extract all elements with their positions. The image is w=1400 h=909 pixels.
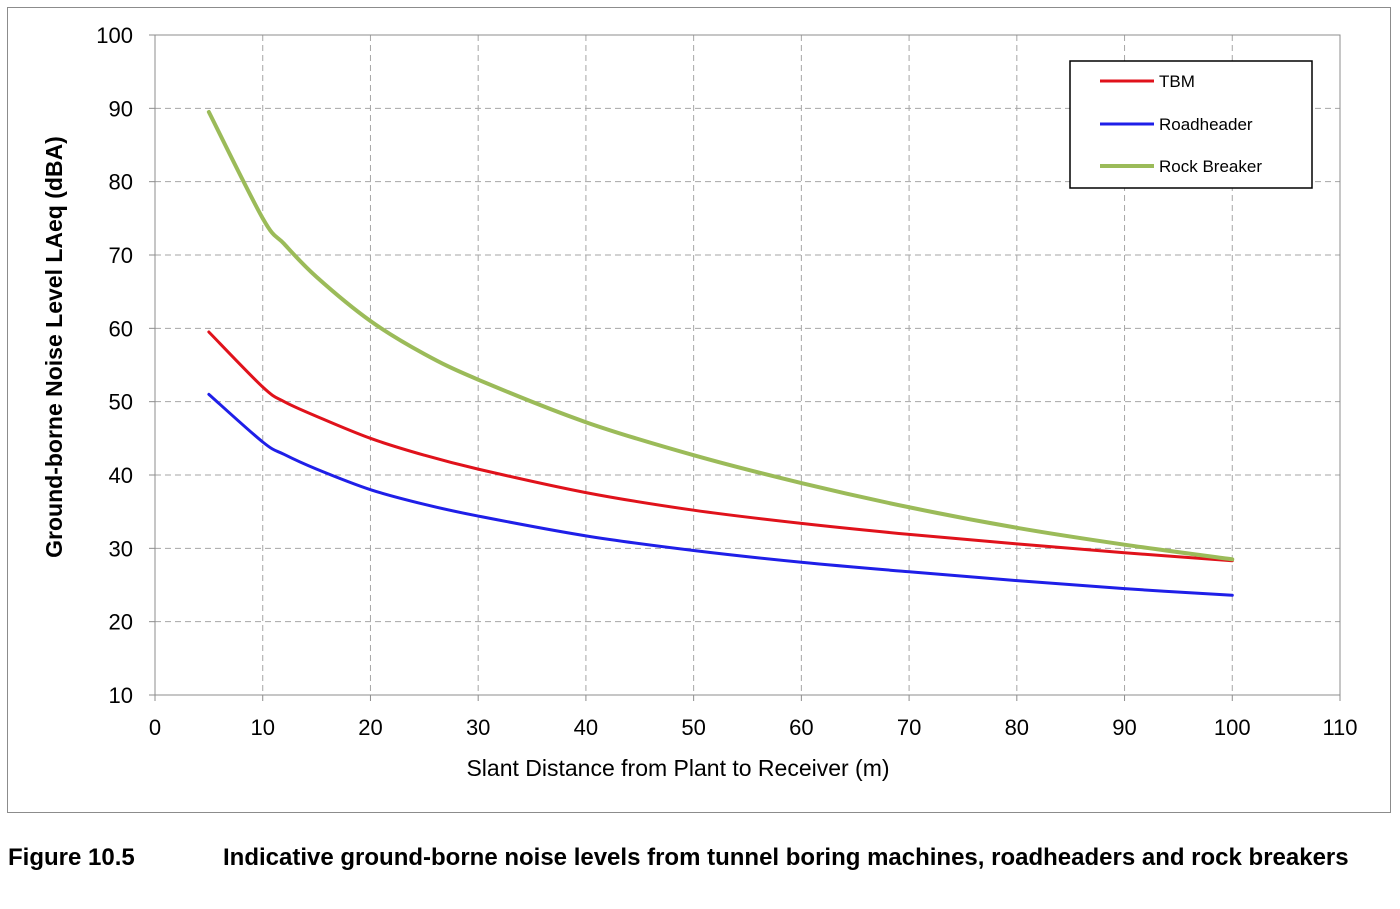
line-chart: 0 10 20 30 40 50 60 70 80 90 100 110 10 20 30 40 50 60 70 8… bbox=[41, 23, 1358, 781]
y-tick-label: 50 bbox=[109, 390, 133, 415]
axes: 0 10 20 30 40 50 60 70 80 90 100 110 10 20 30 40 50 60 70 8… bbox=[96, 23, 1357, 740]
x-tick-label: 60 bbox=[789, 715, 813, 740]
x-tick-label: 50 bbox=[681, 715, 705, 740]
figure-caption-text: Indicative ground-borne noise levels fro… bbox=[223, 844, 1349, 871]
x-tick-label: 90 bbox=[1112, 715, 1136, 740]
series-lines bbox=[206, 110, 1235, 597]
series-line-tbm bbox=[207, 330, 1234, 563]
y-tick-label: 40 bbox=[109, 463, 133, 488]
legend-label-rock-breaker: Rock Breaker bbox=[1159, 157, 1262, 176]
x-tick-label: 20 bbox=[358, 715, 382, 740]
x-tick-label: 30 bbox=[466, 715, 490, 740]
legend: TBM Roadheader Rock Breaker bbox=[1069, 60, 1313, 189]
x-tick-label: 70 bbox=[897, 715, 921, 740]
y-tick-label: 30 bbox=[109, 536, 133, 561]
y-tick-label: 80 bbox=[109, 170, 133, 195]
x-tick-label: 80 bbox=[1005, 715, 1029, 740]
y-tick-label: 90 bbox=[109, 96, 133, 121]
x-tick-label: 40 bbox=[574, 715, 598, 740]
x-tick-label: 10 bbox=[250, 715, 274, 740]
y-axis-title: Ground-borne Noise Level LAeq (dBA) bbox=[41, 136, 67, 558]
legend-label-tbm: TBM bbox=[1159, 72, 1195, 91]
series-line-rock-breaker bbox=[206, 110, 1235, 562]
y-tick-label: 20 bbox=[109, 610, 133, 635]
x-tick-label: 100 bbox=[1214, 715, 1251, 740]
y-tick-label: 10 bbox=[109, 683, 133, 708]
y-tick-label: 100 bbox=[96, 23, 133, 48]
y-tick-label: 60 bbox=[109, 316, 133, 341]
x-tick-label: 0 bbox=[149, 715, 161, 740]
series-line-roadheader bbox=[207, 392, 1234, 597]
x-tick-label: 110 bbox=[1322, 715, 1357, 740]
y-tick-label: 70 bbox=[109, 243, 133, 268]
figure-number: Figure 10.5 bbox=[8, 844, 135, 871]
x-axis-title: Slant Distance from Plant to Receiver (m… bbox=[466, 755, 889, 781]
plot-area-border bbox=[154, 34, 1341, 696]
legend-label-roadheader: Roadheader bbox=[1159, 115, 1253, 134]
